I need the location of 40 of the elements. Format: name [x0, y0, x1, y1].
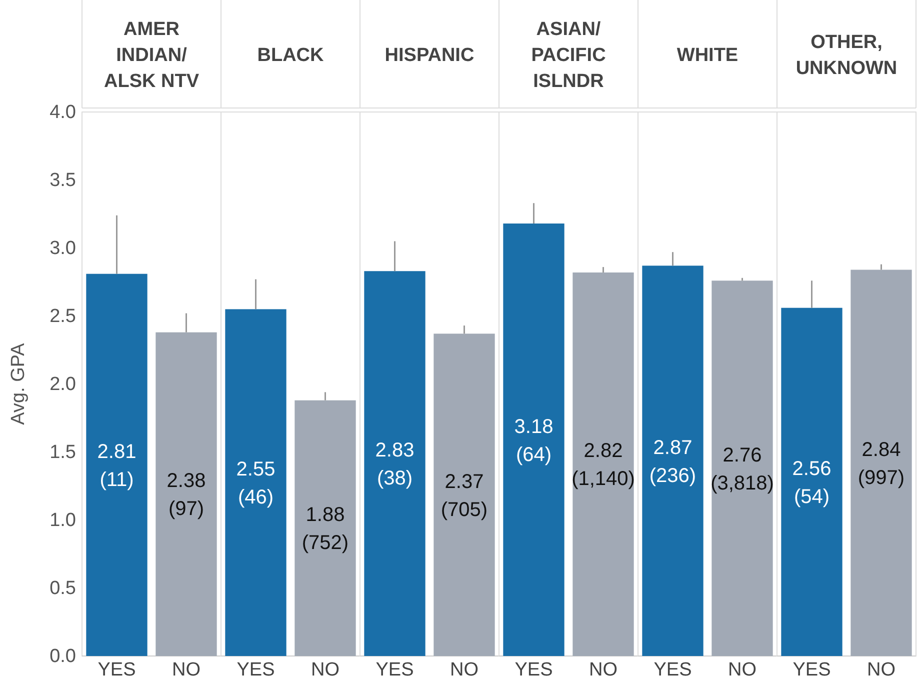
x-tick-label: NO: [450, 659, 478, 680]
y-tick-label: 3.0: [50, 238, 76, 260]
chart-title: AMER INDIAN/ ALSK NTV: [104, 19, 200, 92]
x-tick-label: NO: [589, 659, 618, 680]
x-tick-label: NO: [867, 659, 896, 680]
x-tick-label: YES: [98, 659, 136, 680]
data-label: 2.87 (236): [649, 436, 696, 487]
data-label: 2.76 (3,818): [710, 444, 774, 494]
data-label: 2.37 (705): [440, 470, 488, 521]
data-label: 1.88 (752): [302, 504, 349, 554]
y-axis-title: Avg. GPA: [8, 342, 29, 425]
x-tick-label: NO: [311, 659, 340, 680]
data-label: 2.83 (38): [375, 440, 414, 490]
data-label: 2.56 (54): [792, 458, 832, 508]
data-label: 2.55 (46): [236, 458, 276, 509]
chart-title: HISPANIC: [384, 45, 474, 66]
x-tick-label: YES: [514, 659, 553, 680]
y-tick-label: 1.0: [50, 510, 76, 532]
y-tick-label: 1.5: [50, 442, 76, 464]
y-tick-label: 3.5: [50, 170, 76, 192]
x-tick-label: YES: [654, 659, 692, 680]
y-tick-label: 0.0: [50, 646, 76, 668]
chart-title: BLACK: [257, 45, 324, 66]
chart-title: OTHER, UNKNOWN: [796, 32, 898, 79]
x-tick-label: NO: [728, 659, 756, 680]
x-tick-label: YES: [376, 659, 414, 680]
data-label: 2.81 (11): [97, 440, 136, 491]
data-label: 3.18 (64): [514, 416, 554, 466]
x-tick-label: YES: [792, 659, 831, 680]
x-tick-label: NO: [172, 659, 200, 680]
chart-title: WHITE: [676, 45, 738, 66]
chart-title: ASIAN/ PACIFIC ISLNDR: [531, 19, 606, 92]
data-label: 2.38 (97): [166, 470, 206, 520]
y-tick-label: 4.0: [50, 102, 76, 124]
y-tick-label: 2.5: [50, 306, 76, 328]
y-tick-label: 2.0: [50, 374, 76, 396]
y-tick-label: 0.5: [50, 578, 76, 600]
data-label: 2.84 (997): [858, 438, 905, 489]
data-label: 2.82 (1,140): [572, 440, 635, 490]
x-tick-label: YES: [236, 659, 275, 680]
